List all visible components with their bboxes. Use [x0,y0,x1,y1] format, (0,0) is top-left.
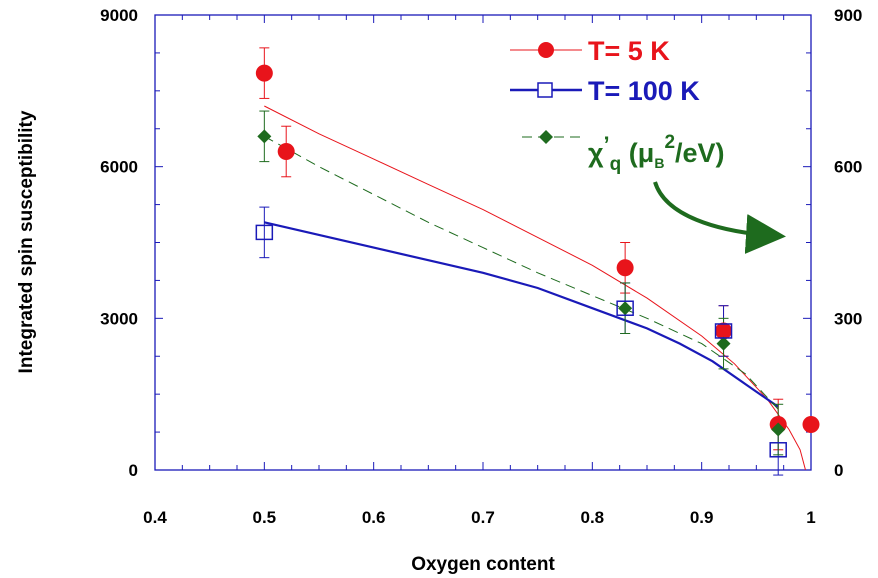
legend-label-5k: T= 5 K [588,36,670,66]
fit-curve-chi [264,135,779,410]
point-5k [277,143,295,160]
point-5k [616,259,634,277]
legend-entry-5k: T= 5 K [510,36,670,66]
y2-tick-label: 600 [834,158,862,177]
point-100k [255,224,274,241]
y2-tick-label: 0 [834,461,843,480]
fit-curve-100k [264,221,779,408]
x-axis-ticks: 0.4 0.5 0.6 0.7 0.8 0.9 1 [143,15,816,527]
x-axis-title: Oxygen content [411,554,555,575]
x-tick-label: 0.5 [253,508,277,527]
x-tick-label: 0.8 [581,508,605,527]
y2-tick-label: 300 [834,309,862,328]
point-100k [616,300,634,316]
legend-label-chi: χ’q (μB2/eV) [588,132,725,175]
y-axis-ticks: 0 3000 6000 9000 [100,6,163,480]
point-chi [771,422,786,437]
annotation-arrow [653,181,786,254]
point-100k [769,442,787,458]
legend-entry-chi: χ’q (μB2/eV) [522,130,725,175]
legend: T= 5 K T= 100 K χ’q (μB2/eV) [510,36,786,254]
x-tick-label: 1 [806,508,815,527]
y2-tick-label: 900 [834,6,862,25]
legend-marker-chi [539,130,553,144]
x-tick-label: 0.6 [362,508,386,527]
y-tick-label: 9000 [100,6,138,25]
point-chi [618,301,633,316]
data-markers [255,64,820,458]
y-tick-label: 3000 [100,309,138,328]
x-tick-label: 0.4 [143,508,167,527]
y-tick-label: 0 [129,461,138,480]
y-tick-label: 6000 [100,158,138,177]
legend-marker-5k [538,42,554,58]
legend-label-100k: T= 100 K [588,76,700,106]
legend-entry-100k: T= 100 K [510,76,700,106]
point-5k [715,322,733,340]
error-bar-100k [259,206,270,259]
point-5k [802,416,820,433]
point-chi [716,336,731,351]
point-chi [257,129,272,144]
x-tick-label: 0.7 [471,508,495,527]
point-5k [255,64,273,82]
legend-marker-100k [537,82,553,98]
y2-axis-ticks: 0 300 600 900 [803,6,862,480]
x-tick-label: 0.9 [690,508,714,527]
error-bars [259,47,784,476]
point-100k [714,323,733,339]
plot-area [154,14,812,471]
y-axis-title: Integrated spin susceptibility [16,110,37,373]
